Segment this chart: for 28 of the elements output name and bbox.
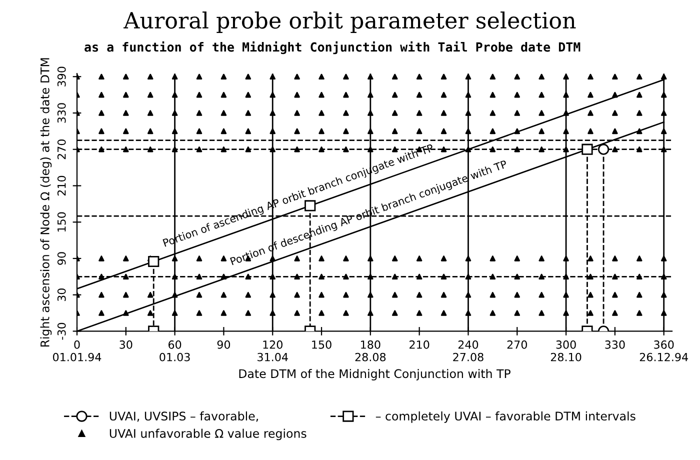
x-tick-label: 270 (507, 340, 528, 349)
x-tick-label: 240 27.08 (453, 340, 484, 362)
y-tick-label: 330 (57, 103, 66, 123)
x-tick-label: 300 28.10 (550, 340, 582, 362)
legend-label: – completely UVAI – favorable DTM intervals (376, 411, 636, 423)
x-tick-label: 0 01.01.94 (52, 340, 102, 362)
y-tick-label: -30 (57, 322, 66, 340)
x-tick-label: 150 (312, 340, 332, 349)
x-tick-label: 330 (605, 340, 625, 349)
y-tick-label: 150 (57, 212, 66, 232)
x-tick-label: 30 (120, 340, 132, 349)
y-tick-label: 210 (57, 176, 66, 196)
y-tick-label: 30 (57, 288, 66, 302)
legend-label: UVAI, UVSIPS – favorable, (110, 411, 258, 422)
chart-title: Auroral probe orbit parameter selection (124, 12, 576, 34)
y-tick-label: 90 (57, 252, 66, 265)
x-tick-label: 360 26.12.94 (640, 340, 688, 362)
y-axis-title: Right ascension of Node Ω (deg) at the date DTM (40, 58, 52, 347)
legend-label: UVAI unfavorable Ω value regions (110, 428, 306, 440)
x-tick-label: 90 (217, 340, 230, 349)
chart-subtitle: as a function of the Midnight Conjunction with Tail Probe date DTM (84, 41, 580, 54)
y-tick-label: 390 (57, 66, 66, 86)
x-axis-title: Date DTM of the Midnight Conjunction with TP (239, 368, 510, 380)
x-tick-label: 180 28.08 (355, 340, 386, 362)
x-tick-label: 210 (410, 340, 430, 349)
x-tick-label: 120 31.04 (258, 340, 288, 362)
y-tick-label: 270 (57, 140, 66, 160)
x-tick-label: 60 01.03 (160, 340, 190, 362)
